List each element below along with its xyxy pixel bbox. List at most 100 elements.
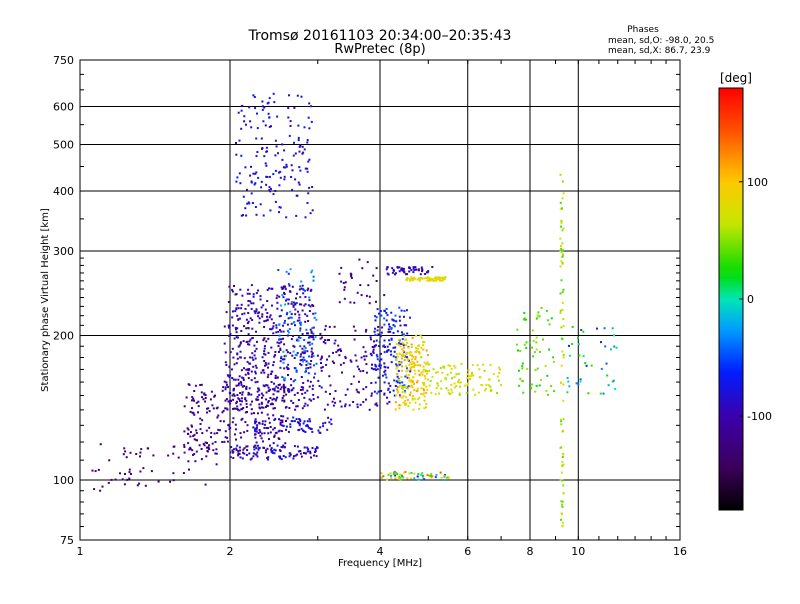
data-point [310,355,313,358]
data-point [276,390,279,393]
data-point [236,405,239,408]
data-point [300,303,303,306]
data-point [534,390,537,393]
data-point [303,126,306,129]
data-point [523,318,526,321]
data-point [582,330,585,333]
data-point [299,345,302,348]
data-point [544,364,547,367]
data-point [405,386,408,389]
scatter-series [277,268,318,381]
data-point [292,305,295,308]
data-point [324,339,326,342]
data-point [282,296,285,299]
data-point [282,361,285,364]
data-point [240,307,243,310]
data-point [282,424,285,427]
data-point [562,484,565,487]
data-point [266,447,269,450]
data-point [521,365,524,368]
data-point [235,438,237,441]
data-point [261,423,264,425]
data-point [235,447,238,450]
data-point [408,393,411,396]
data-point [262,369,265,372]
data-point [221,389,224,392]
data-point [425,349,428,352]
data-point [350,360,353,363]
data-point [422,368,425,371]
data-point [361,267,364,270]
data-point [126,478,129,481]
data-point [528,341,531,344]
data-point [390,361,393,364]
data-point [185,396,188,399]
data-point [107,481,110,484]
data-point [308,310,311,312]
data-point [401,267,404,270]
data-point [238,452,241,455]
data-point [272,193,275,196]
data-point [400,473,403,476]
data-point [274,154,277,157]
data-point [390,337,393,340]
data-point [372,351,375,354]
data-point [240,214,243,217]
data-point [443,277,446,280]
scatter-series [515,307,555,396]
data-point [199,417,202,420]
data-point [376,404,379,407]
data-point [398,270,401,273]
data-point [559,292,562,295]
data-point [403,333,406,336]
data-point [199,384,202,386]
data-point [561,503,564,506]
data-point [397,378,400,381]
data-point [261,396,263,399]
data-point [413,369,416,372]
data-point [413,269,416,271]
data-point [287,430,290,433]
data-point [386,396,388,399]
colorbar-tick-label: -100 [747,410,772,423]
data-point [396,391,399,393]
data-point [189,448,192,451]
data-point [263,432,266,435]
data-point [296,338,299,341]
plot-frame [79,59,681,541]
data-point [406,277,409,279]
data-point [406,376,409,379]
data-point [365,294,368,297]
data-point [283,293,286,295]
data-point [561,456,564,459]
data-point [559,265,562,268]
data-point [450,383,453,386]
data-point [246,188,248,191]
data-point [440,387,443,390]
data-point [339,363,342,366]
data-point [286,351,289,354]
data-point [398,404,401,407]
data-point [451,391,454,394]
data-point [567,380,570,383]
data-point [610,348,612,351]
data-point [236,444,239,447]
data-point [279,329,281,331]
data-point [290,338,293,341]
data-point [364,350,367,353]
data-point [278,455,281,458]
data-point [236,176,239,179]
data-point [240,381,243,384]
data-point [232,407,234,410]
data-point [262,339,265,342]
data-point [285,366,288,369]
data-point [303,405,306,408]
data-point [250,393,253,396]
data-point [374,319,377,322]
data-point [224,388,227,391]
data-point [404,375,407,378]
data-point [236,408,239,410]
data-point [316,354,319,357]
data-point [206,411,208,414]
data-point [406,387,409,390]
